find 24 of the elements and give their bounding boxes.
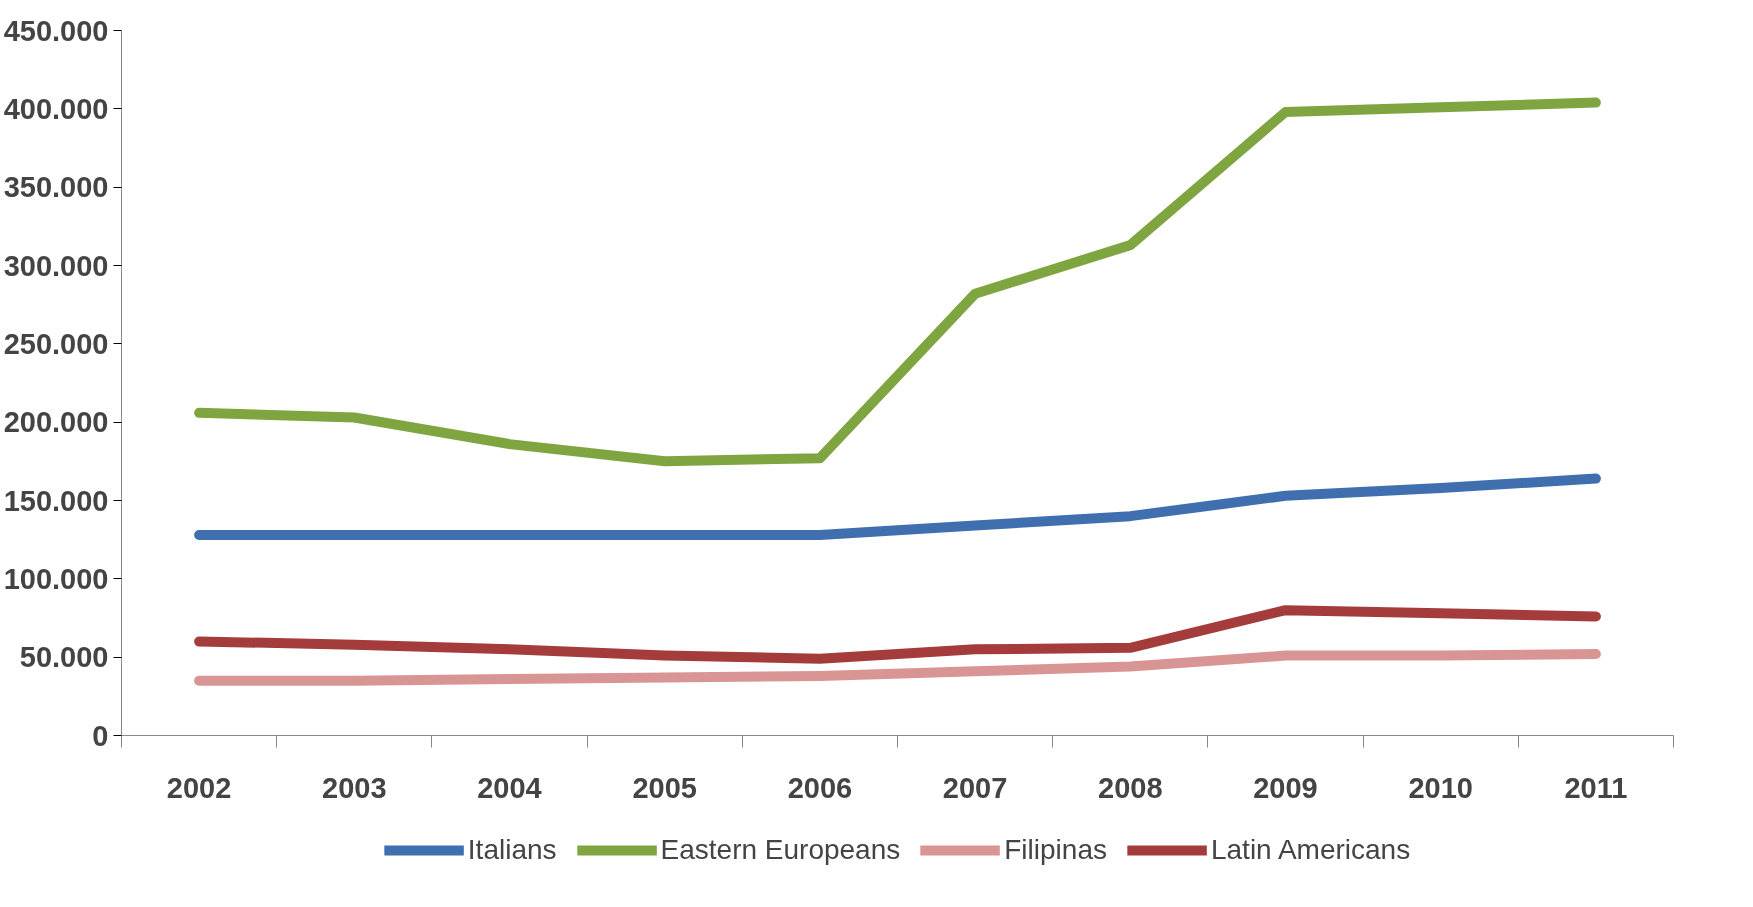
y-tick-label: 150.000 [3, 484, 109, 517]
x-tick-label: 2006 [787, 771, 853, 804]
x-tick-label: 2002 [166, 771, 232, 804]
y-tick-label: 400.000 [3, 92, 109, 125]
legend-label: Italians [467, 834, 557, 866]
y-tick-label: 200.000 [3, 406, 109, 439]
x-tick-label: 2011 [1564, 771, 1628, 804]
x-tick-label: 2005 [632, 771, 697, 804]
x-tick-label: 2004 [477, 771, 542, 804]
y-tick-label: 250.000 [3, 327, 109, 360]
legend-label: Filipinas [1004, 834, 1107, 866]
y-tick-label: 100.000 [3, 562, 109, 595]
legend-label: Latin Americans [1210, 834, 1411, 866]
x-tick-label: 2003 [322, 771, 387, 804]
x-tick-label: 2007 [942, 771, 1008, 804]
x-tick-label: 2009 [1253, 771, 1318, 804]
legend-label: Eastern Europeans [660, 834, 901, 866]
x-tick-label: 2010 [1408, 771, 1473, 804]
y-tick-label: 450.000 [3, 14, 109, 47]
y-tick-label: 0 [92, 719, 109, 752]
x-tick-label: 2008 [1098, 771, 1163, 804]
y-tick-label: 350.000 [3, 171, 109, 204]
y-tick-label: 300.000 [3, 249, 109, 282]
y-tick-label: 50.000 [19, 641, 109, 674]
